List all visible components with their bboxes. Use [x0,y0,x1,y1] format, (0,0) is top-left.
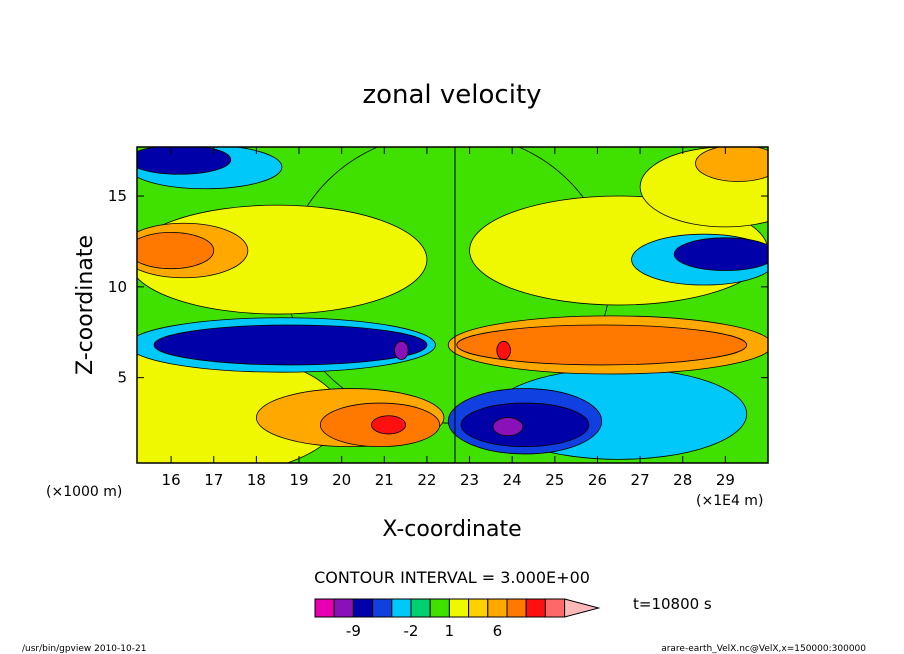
colorbar-cell [314,598,335,618]
x-tick-label: 19 [289,471,308,489]
colorbar-cell [506,598,527,618]
colorbar-cell [391,598,412,618]
colorbar-cell [352,598,374,618]
contour-region-red [371,415,407,435]
plot-area [136,146,769,464]
colorbar-cell [333,598,354,618]
colorbar-cell [410,598,431,618]
colorbar-cell [448,598,470,618]
contour-region-purple [394,340,409,360]
colorbar-arrow [564,598,601,618]
x-tick-label: 28 [673,471,692,489]
x-tick-label: 24 [503,471,522,489]
x-unit-label: (×1E4 m) [696,493,763,509]
x-tick-label: 17 [204,471,223,489]
colorbar-tick-labels: -9 -2 1 6 [346,622,502,640]
colorbar-cell [544,598,566,618]
colorbar-cell [372,598,393,618]
x-tick-label: 23 [460,471,479,489]
x-axis-label: X-coordinate [382,517,521,542]
x-tick-label: 20 [332,471,351,489]
contour-region-purple [492,417,524,437]
y-axis-ticks: 5 10 15 [108,187,768,387]
y-tick-label: 15 [108,187,127,205]
contour-region-navy [153,324,428,366]
x-tick-label: 16 [162,471,181,489]
colorbar-label: -9 [346,622,361,640]
x-tick-label: 18 [247,471,266,489]
y-axis-label: Z-coordinate [73,235,98,375]
x-tick-label: 27 [631,471,650,489]
x-axis-ticks: 16 17 18 19 20 21 22 23 24 25 26 27 28 29 [162,147,735,489]
plot-frame [136,146,769,464]
x-tick-label: 26 [588,471,607,489]
contour-region-navy [460,402,590,448]
x-tick-label: 21 [375,471,394,489]
time-label: t=10800 s [633,595,712,613]
footer-right: arare-earth_VelX.nc@VelX,x=150000:300000 [661,644,866,654]
x-tick-label: 29 [716,471,735,489]
contour-region-red [496,340,511,360]
footer-left: /usr/bin/gpview 2010-10-21 [22,644,146,654]
x-tick-label: 22 [417,471,436,489]
contour-fill-regions [137,147,768,463]
contour-region-dark-orange [137,231,215,270]
colorbar-label: -2 [404,622,419,640]
y-unit-label: (×1000 m) [46,484,122,500]
contour-region-navy [137,147,232,175]
contour-region-dark-orange [456,324,748,366]
contour-region-orange [695,147,768,182]
colorbar-cell [429,598,450,618]
colorbar-cell [468,598,489,618]
colorbar-label: 1 [445,622,455,640]
colorbar [314,598,601,618]
y-tick-label: 5 [117,369,127,387]
x-tick-label: 25 [545,471,564,489]
chart-title: zonal velocity [362,80,541,110]
colorbar-cell [487,598,508,618]
colorbar-cell [525,598,546,618]
y-tick-label: 10 [108,278,127,296]
contour-interval-label: CONTOUR INTERVAL = 3.000E+00 [314,568,590,587]
colorbar-label: 6 [493,622,503,640]
contour-region-navy [673,237,768,271]
